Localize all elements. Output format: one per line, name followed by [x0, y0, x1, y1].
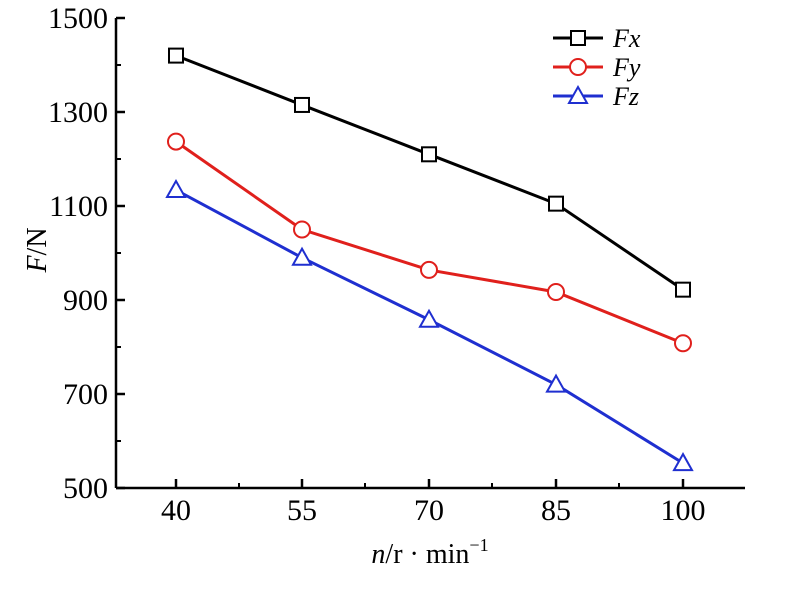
series-fz — [165, 178, 694, 472]
y-tick-label: 1300 — [48, 96, 108, 129]
y-tick-label: 700 — [63, 378, 108, 411]
legend-swatch-marker — [567, 84, 589, 104]
data-point-fz — [291, 246, 313, 266]
legend-swatch-marker — [570, 30, 586, 46]
data-point-fz — [165, 178, 187, 199]
y-tick-label: 500 — [63, 472, 108, 505]
data-point-fx — [421, 146, 437, 163]
legend-item-fx: Fx — [553, 24, 641, 53]
data-point-fz — [545, 373, 567, 393]
x-tick-label: 85 — [541, 494, 571, 527]
data-point-fx — [675, 281, 691, 298]
legend-label: Fy — [612, 53, 641, 82]
legend-label: Fz — [612, 82, 639, 111]
series-layer — [165, 47, 694, 472]
series-fy — [167, 132, 692, 353]
legend-swatch-marker — [569, 58, 587, 76]
x-tick-label: 70 — [414, 494, 444, 527]
series-fx — [168, 47, 691, 298]
legend-item-fz: Fz — [553, 82, 639, 111]
series-line-fx — [175, 54, 684, 291]
y-tick-label: 1500 — [48, 2, 108, 35]
data-point-fy — [293, 220, 311, 239]
data-point-fx — [548, 195, 564, 212]
data-point-fy — [420, 260, 438, 279]
x-axis-label: n/r · min−1 — [371, 535, 488, 570]
data-point-fy — [167, 132, 185, 151]
data-point-fy — [674, 334, 692, 353]
data-point-fz — [418, 308, 440, 328]
legend-item-fy: Fy — [553, 53, 641, 82]
x-tick-label: 100 — [661, 494, 706, 527]
y-tick-label: 900 — [63, 284, 108, 317]
legend-label: Fx — [612, 24, 641, 53]
data-point-fy — [547, 283, 565, 302]
y-axis-label: F/N — [22, 227, 53, 273]
data-point-fx — [294, 96, 310, 113]
axes: 500 700 900 1100 1300 1500 40 55 70 85 100 — [48, 2, 745, 527]
data-point-fz — [672, 452, 694, 472]
y-tick-label: 1100 — [49, 190, 108, 223]
data-point-fx — [168, 47, 184, 64]
x-tick-label: 55 — [287, 494, 317, 527]
x-tick-label: 40 — [161, 494, 191, 527]
